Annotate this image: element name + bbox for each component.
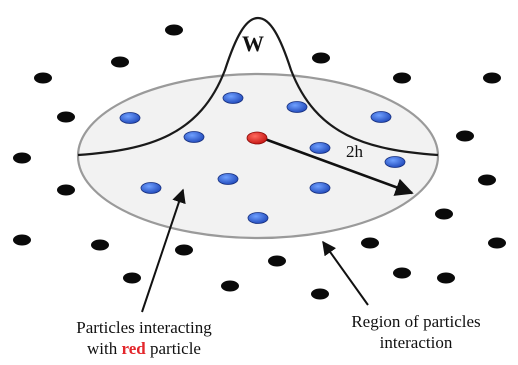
outer-particle xyxy=(165,24,183,36)
inner-particle xyxy=(309,182,331,194)
interaction-region-label: Region of particles interaction xyxy=(318,311,514,353)
outer-particle xyxy=(34,72,52,84)
outer-particle xyxy=(361,237,379,249)
outer-particle xyxy=(13,234,31,246)
outer-particle xyxy=(456,130,474,142)
outer-particles xyxy=(13,24,506,300)
outer-particle xyxy=(393,267,411,279)
inner-particle xyxy=(222,92,244,104)
outer-particle xyxy=(483,72,501,84)
label-particle-word: particle xyxy=(150,339,201,358)
outer-particle xyxy=(57,184,75,196)
inner-particle xyxy=(183,131,205,143)
outer-particle xyxy=(13,152,31,164)
outer-particle xyxy=(221,280,239,292)
outer-particle xyxy=(435,208,453,220)
outer-particle xyxy=(57,111,75,123)
outer-particle xyxy=(312,52,330,64)
outer-particle xyxy=(268,255,286,267)
radius-label: 2h xyxy=(346,142,363,161)
outer-particle xyxy=(393,72,411,84)
inner-particle xyxy=(247,212,269,224)
outer-particle xyxy=(488,237,506,249)
center-particle xyxy=(246,131,268,145)
label-with: with xyxy=(87,339,118,358)
interacting-label-line1: Particles interacting xyxy=(76,318,212,337)
region-label-line2: interaction xyxy=(379,333,453,352)
inner-particle xyxy=(286,101,308,113)
inner-particles xyxy=(119,92,406,224)
kernel-curve xyxy=(77,16,439,157)
outer-particle xyxy=(111,56,129,68)
outer-particle xyxy=(437,272,455,284)
outer-particle xyxy=(91,239,109,251)
label-red-word: red xyxy=(121,339,146,358)
outer-particle xyxy=(478,174,496,186)
inner-particle xyxy=(217,173,239,185)
kernel-label: W xyxy=(242,31,264,56)
outer-particle xyxy=(311,288,329,300)
interacting-particles-label: Particles interacting with red particle xyxy=(42,317,246,359)
region-arrow xyxy=(322,240,369,306)
region-label-line1: Region of particles xyxy=(351,312,481,331)
outer-particle xyxy=(175,244,193,256)
inner-particle xyxy=(140,182,162,194)
inner-particle xyxy=(370,111,392,123)
radius-arrow xyxy=(261,136,414,196)
inner-particle xyxy=(384,156,406,168)
interacting-arrow xyxy=(141,188,186,313)
inner-particle xyxy=(119,112,141,124)
inner-particle xyxy=(309,142,331,154)
outer-particle xyxy=(123,272,141,284)
interaction-region xyxy=(76,72,440,240)
interacting-label-line2: with red particle xyxy=(42,338,246,359)
